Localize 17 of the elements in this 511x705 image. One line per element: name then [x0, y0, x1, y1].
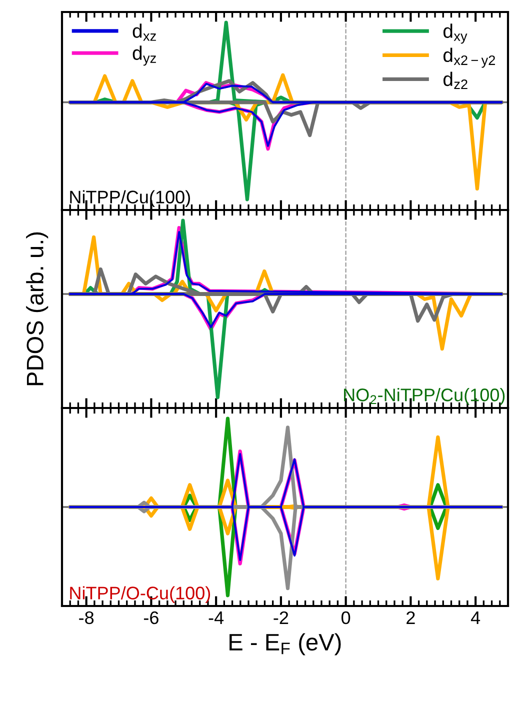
x-axis-title: E - E$_{F}$ (eV)	[230, 633, 341, 656]
legend-label: d$_{yz}$	[132, 46, 156, 66]
x-tick-label: 0	[342, 611, 350, 624]
y-axis-title: PDOS (arb. u.)	[26, 232, 48, 386]
x-tick-label: -6	[144, 611, 158, 624]
legend-label: d$_{x2−y2}$	[443, 48, 495, 68]
legend-label: d$_{xy}$	[443, 24, 468, 44]
x-tick-label: 4	[470, 612, 480, 624]
annotation: NiTPP/Cu(100)	[70, 190, 190, 208]
annotation: NO$_{2}$-NiTPP/Cu(100)	[344, 388, 505, 405]
x-tick-label: -8	[79, 611, 94, 624]
x-tick-label: -2	[274, 611, 288, 624]
x-tick-label: -4	[208, 612, 224, 624]
x-tick-label: 2	[406, 611, 415, 624]
annotation: NiTPP/O-Cu(100)	[70, 586, 210, 604]
legend-label: d$_{z2}$	[443, 72, 468, 89]
legend-label: d$_{xz}$	[132, 24, 156, 41]
